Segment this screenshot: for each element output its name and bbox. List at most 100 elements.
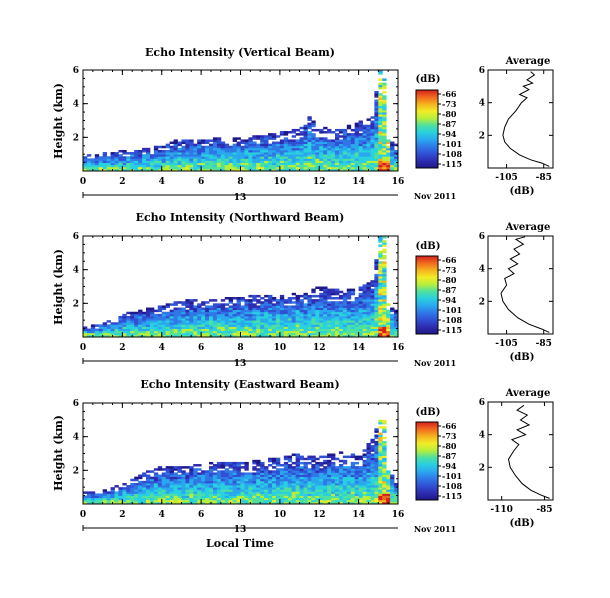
echo-cell xyxy=(382,457,387,461)
echo-cell xyxy=(366,330,371,334)
echo-cell xyxy=(378,105,383,109)
echo-cell xyxy=(224,499,230,503)
echo-cell xyxy=(149,326,155,329)
echo-cell xyxy=(366,124,371,128)
echo-cell xyxy=(102,334,108,338)
echo-cell xyxy=(153,147,159,151)
echo-cell xyxy=(157,497,163,501)
echo-cell xyxy=(335,315,340,319)
echo-cell xyxy=(142,330,147,334)
echo-cell xyxy=(173,493,178,496)
echo-cell xyxy=(327,297,332,300)
echo-cell xyxy=(169,322,174,325)
echo-cell xyxy=(264,313,269,317)
echo-cell xyxy=(185,480,190,484)
echo-cell xyxy=(149,309,155,313)
echo-cell xyxy=(346,466,352,469)
echo-cell xyxy=(287,166,293,170)
echo-cell xyxy=(161,307,167,311)
echo-cell xyxy=(173,318,178,321)
echo-cell xyxy=(216,320,222,323)
echo-cell xyxy=(232,158,237,161)
echo-cell xyxy=(138,152,143,155)
echo-cell xyxy=(212,334,218,338)
echo-cell xyxy=(370,313,375,317)
echo-cell xyxy=(185,168,190,172)
echo-cell xyxy=(244,322,249,325)
echo-cell xyxy=(181,328,186,332)
echo-cell xyxy=(185,152,190,155)
echo-cell xyxy=(181,326,186,329)
echo-cell xyxy=(236,495,241,499)
echo-cell xyxy=(228,476,234,480)
echo-cell xyxy=(177,466,182,469)
echo-cell xyxy=(256,160,261,163)
echo-cell xyxy=(295,485,300,488)
echo-cell xyxy=(142,149,147,153)
echo-cell xyxy=(315,294,320,298)
echo-cell xyxy=(370,135,375,138)
average-frame xyxy=(487,69,554,169)
echo-cell xyxy=(252,294,257,298)
echo-cell xyxy=(350,468,356,471)
echo-cell xyxy=(382,250,387,254)
echo-cell xyxy=(114,332,119,336)
echo-cell xyxy=(366,470,371,473)
echo-cell xyxy=(382,299,387,302)
echo-cell xyxy=(272,482,277,486)
echo-cell xyxy=(362,139,367,142)
echo-cell xyxy=(220,166,226,170)
echo-cell xyxy=(366,466,371,469)
echo-cell xyxy=(220,328,226,332)
echo-cell xyxy=(205,330,210,334)
echo-cell xyxy=(197,309,202,313)
echo-cell xyxy=(315,158,320,161)
echo-cell xyxy=(146,326,151,329)
echo-cell xyxy=(165,164,171,168)
echo-cell xyxy=(165,470,171,473)
echo-cell xyxy=(307,315,312,319)
echo-cell xyxy=(331,154,336,157)
echo-cell xyxy=(240,472,245,475)
echo-cell xyxy=(323,318,328,321)
echo-cell xyxy=(287,309,293,313)
echo-cell xyxy=(177,301,182,304)
echo-cell xyxy=(303,501,308,505)
echo-cell xyxy=(86,499,92,503)
echo-cell xyxy=(134,158,139,161)
echo-cell xyxy=(279,305,285,308)
echo-cell xyxy=(157,313,163,317)
echo-cell xyxy=(323,126,328,130)
echo-cell xyxy=(240,476,245,480)
echo-cell xyxy=(275,303,281,306)
colorbar-label: -108 xyxy=(442,481,462,491)
echo-cell xyxy=(327,485,332,488)
echo-cell xyxy=(390,330,395,334)
echo-cell xyxy=(252,472,257,475)
echo-cell xyxy=(366,290,371,294)
echo-cell xyxy=(169,491,174,494)
echo-cell xyxy=(153,501,159,505)
echo-cell xyxy=(319,489,324,492)
echo-cell xyxy=(275,315,281,319)
echo-cell xyxy=(378,166,383,170)
echo-cell xyxy=(331,501,336,505)
echo-cell xyxy=(134,501,139,505)
echo-cell xyxy=(161,326,167,329)
echo-cell xyxy=(346,313,352,317)
echo-cell xyxy=(287,320,293,323)
echo-cell xyxy=(390,149,395,153)
echo-cell xyxy=(264,470,269,473)
echo-cell xyxy=(315,497,320,501)
echo-cell xyxy=(153,330,159,334)
echo-cell xyxy=(102,326,108,329)
echo-cell xyxy=(338,143,344,147)
echo-cell xyxy=(394,485,399,488)
echo-cell xyxy=(181,487,186,490)
echo-cell xyxy=(382,309,387,313)
echo-cell xyxy=(390,320,395,323)
echo-cell xyxy=(149,313,155,317)
echo-cell xyxy=(252,313,257,317)
echo-cell xyxy=(110,160,115,163)
echo-cell xyxy=(193,464,198,467)
